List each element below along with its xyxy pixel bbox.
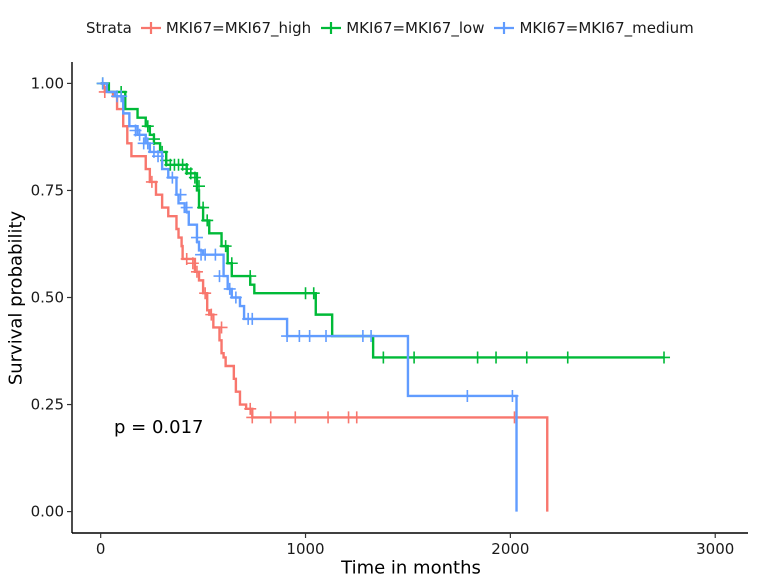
survival-curve-low: [100, 82, 665, 359]
censor-mark-medium: [461, 389, 474, 402]
censor-mark-medium: [365, 330, 378, 343]
censor-mark-medium: [506, 389, 519, 402]
censor-mark-high: [244, 402, 257, 415]
censor-mark-high: [145, 175, 158, 188]
series-low: [96, 77, 671, 364]
censor-mark-high: [199, 287, 212, 300]
y-tick-label: 1.00: [31, 74, 64, 92]
censor-mark-high: [190, 265, 203, 278]
x-tick-label: 3000: [696, 540, 734, 558]
axes: 0.00 0.25 0.50 0.75 1.00 0 1000 2000 3000: [31, 62, 748, 558]
censor-mark-high: [205, 308, 218, 321]
censor-mark-medium: [281, 330, 294, 343]
censor-mark-medium: [180, 201, 193, 214]
censor-mark-medium: [209, 248, 222, 261]
censor-mark-medium: [293, 330, 306, 343]
survival-curve-high: [100, 82, 549, 512]
censor-mark-low: [377, 351, 390, 364]
y-tick-label: 0.25: [31, 396, 64, 414]
censor-mark-medium: [96, 77, 109, 90]
legend-item-medium: MKI67=MKI67_medium: [493, 17, 694, 39]
censor-mark-low: [307, 287, 320, 300]
censor-mark-medium: [141, 137, 154, 150]
censor-mark-high: [350, 411, 363, 424]
censor-mark-medium: [229, 291, 242, 304]
series-high: [98, 82, 549, 512]
x-tick-label: 0: [96, 540, 106, 558]
x-axis-label: Time in months: [341, 557, 481, 579]
legend: Strata MKI67=MKI67_high MKI67=MKI67_low …: [86, 17, 703, 39]
legend-label-low: MKI67=MKI67_low: [346, 19, 485, 37]
censor-mark-medium: [320, 330, 333, 343]
censor-mark-medium: [199, 248, 212, 261]
censor-mark-medium: [303, 330, 316, 343]
censor-mark-low: [520, 351, 533, 364]
censor-mark-medium: [213, 270, 226, 283]
censor-mark-low: [188, 171, 201, 184]
y-tick-label: 0.50: [31, 289, 64, 307]
legend-key-low: [321, 22, 342, 34]
censor-mark-medium: [246, 312, 259, 325]
censor-mark-low: [490, 351, 503, 364]
censor-mark-high: [215, 321, 228, 334]
censor-mark-high: [180, 252, 193, 265]
censor-mark-low: [408, 351, 421, 364]
censor-mark-low: [193, 180, 206, 193]
censor-mark-low: [244, 270, 257, 283]
legend-label-medium: MKI67=MKI67_medium: [519, 19, 694, 37]
y-tick-label: 0.00: [31, 503, 64, 521]
censor-mark-medium: [152, 150, 165, 163]
censor-mark-high: [246, 411, 259, 424]
y-tick-label: 0.75: [31, 181, 64, 199]
censor-mark-low: [471, 351, 484, 364]
censor-mark-low: [219, 240, 232, 253]
censor-mark-high: [289, 411, 302, 424]
censor-mark-high: [264, 411, 277, 424]
censor-mark-low: [141, 120, 154, 133]
series-layer: [96, 77, 671, 512]
censor-mark-low: [658, 351, 671, 364]
legend-label-high: MKI67=MKI67_high: [165, 19, 312, 37]
legend-key-medium: [494, 22, 515, 34]
censor-mark-medium: [223, 282, 236, 295]
censor-mark-low: [225, 257, 238, 270]
censor-mark-medium: [133, 128, 146, 141]
censor-mark-medium: [115, 90, 128, 103]
legend-item-high: MKI67=MKI67_high: [140, 17, 311, 39]
censor-mark-low: [201, 214, 214, 227]
censor-mark-medium: [174, 188, 187, 201]
censor-mark-low: [561, 351, 574, 364]
y-axis-label: Survival probability: [5, 210, 27, 386]
censor-mark-high: [508, 411, 521, 424]
censor-mark-medium: [166, 171, 179, 184]
legend-item-low: MKI67=MKI67_low: [320, 17, 484, 39]
censor-mark-medium: [190, 231, 203, 244]
legend-title: Strata: [86, 19, 132, 37]
censor-mark-high: [322, 411, 335, 424]
censor-mark-low: [147, 133, 160, 146]
series-medium: [96, 77, 519, 512]
censor-mark-low: [197, 201, 210, 214]
censor-mark-high: [186, 257, 199, 270]
p-value-annotation: p = 0.017: [114, 417, 204, 438]
survival-curve-medium: [100, 82, 518, 512]
legend-key-high: [140, 22, 161, 34]
x-tick-label: 1000: [286, 540, 324, 558]
x-tick-label: 2000: [491, 540, 529, 558]
